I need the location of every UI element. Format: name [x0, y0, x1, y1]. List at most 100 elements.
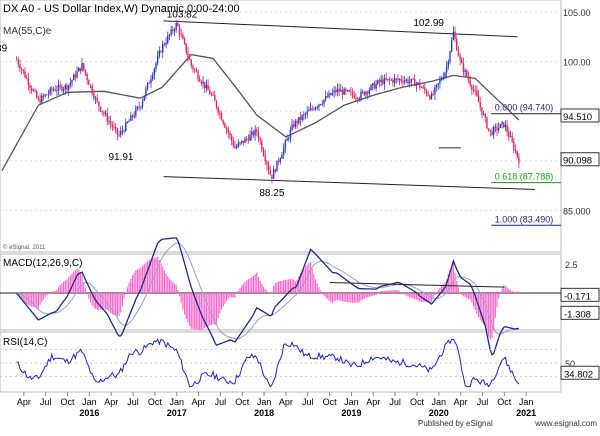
candle-body	[111, 124, 114, 127]
candle-body	[205, 84, 208, 88]
candle-body	[331, 92, 334, 95]
candle-body	[299, 117, 302, 121]
candle-body	[282, 147, 285, 155]
candle-body	[462, 63, 465, 72]
candle-body	[474, 89, 476, 91]
x-month-label: Oct	[323, 397, 338, 407]
candle-body	[277, 160, 280, 162]
swing-label: 91.91	[108, 152, 133, 163]
candle-body	[143, 95, 145, 101]
candle-body	[400, 79, 402, 81]
candle-body	[286, 138, 288, 141]
candle-body	[88, 80, 90, 85]
candle-body	[59, 84, 61, 87]
candle-body	[234, 145, 236, 149]
candle-body	[445, 66, 448, 73]
candle-body	[123, 130, 125, 132]
candle-body	[370, 85, 372, 90]
candle-body	[109, 121, 112, 125]
candle-body	[172, 29, 174, 32]
candle-body	[257, 131, 260, 139]
y-tick-label: 100.00	[563, 58, 591, 68]
candle-body	[138, 106, 140, 108]
x-month-label: Jul	[40, 397, 52, 407]
candle-body	[67, 85, 70, 90]
candle-body	[346, 90, 349, 92]
candle-body	[439, 79, 441, 84]
candle-body	[83, 63, 85, 70]
candle-body	[330, 93, 332, 95]
candle-body	[91, 85, 93, 94]
candle-body	[193, 69, 196, 71]
candle-body	[288, 138, 290, 140]
candle-body	[168, 34, 171, 36]
candle-body	[429, 95, 431, 99]
candle-body	[89, 84, 92, 86]
candle-body	[101, 111, 103, 113]
candle-body	[135, 108, 137, 116]
candle-body	[214, 95, 216, 101]
candle-body	[365, 91, 367, 96]
candle-body	[207, 84, 209, 91]
candle-body	[340, 89, 342, 92]
candle-body	[34, 90, 36, 92]
candle-body	[197, 71, 199, 80]
price-badge	[560, 152, 600, 167]
x-month-label: Oct	[148, 397, 163, 407]
candle-body	[469, 80, 471, 86]
candle-body	[54, 89, 56, 91]
candle-body	[472, 89, 475, 91]
x-year-label: 2017	[167, 408, 187, 418]
swing-label: 100.39	[0, 44, 8, 55]
candle-body	[188, 56, 191, 60]
candle-body	[86, 74, 88, 81]
swing-label: 88.25	[259, 188, 284, 199]
candle-body	[256, 129, 258, 132]
candle-body	[316, 106, 318, 108]
price-badge-label: 90.098	[563, 156, 592, 167]
candle-body	[158, 51, 161, 56]
candle-body	[156, 55, 159, 64]
candle-body	[261, 141, 263, 150]
macd-badge-label: -1.308	[564, 309, 591, 320]
candle-body	[41, 95, 43, 103]
x-month-label: Jan	[257, 397, 272, 407]
candle-body	[94, 97, 97, 99]
candle-body	[165, 42, 167, 45]
candle-body	[141, 100, 144, 107]
candle-body	[47, 93, 50, 95]
candle-body	[204, 81, 206, 88]
candle-body	[422, 87, 424, 89]
candle-body	[200, 81, 203, 84]
candle-body	[314, 107, 317, 110]
candle-body	[492, 127, 495, 135]
candle-body	[163, 44, 166, 46]
candle-body	[242, 140, 245, 143]
candle-body	[348, 90, 350, 92]
candle-body	[104, 113, 107, 115]
candle-body	[121, 130, 124, 132]
y-tick-label: 105.00	[563, 8, 591, 18]
candle-body	[136, 106, 139, 109]
candle-body	[430, 94, 433, 99]
fib-label: 1.000 (83.490)	[495, 214, 554, 224]
candle-body	[345, 88, 347, 91]
candle-body	[182, 34, 184, 39]
x-month-label: Apr	[104, 397, 118, 407]
candle-body	[198, 79, 201, 82]
x-year-label: 2019	[341, 408, 361, 418]
candle-body	[336, 88, 339, 93]
candle-body	[78, 68, 80, 72]
candle-body	[407, 79, 409, 84]
candle-body	[103, 112, 105, 114]
candle-body	[84, 69, 87, 75]
candle-body	[37, 97, 40, 100]
candle-body	[397, 78, 399, 80]
macd-badge	[560, 305, 600, 320]
candle-body	[114, 127, 117, 129]
candle-body	[71, 80, 73, 83]
candle-body	[96, 97, 98, 102]
candle-body	[403, 80, 406, 83]
candle-body	[167, 35, 169, 43]
